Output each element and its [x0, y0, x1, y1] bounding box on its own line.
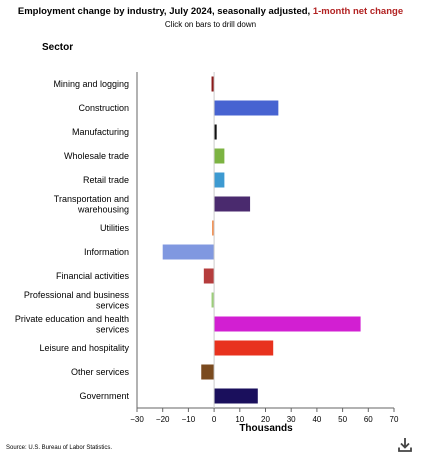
category-label-6: Utilities	[100, 223, 130, 233]
category-label-3: Wholesale trade	[64, 151, 129, 161]
x-tick-label-3: 0	[212, 415, 217, 424]
category-label-8: Financial activities	[56, 271, 130, 281]
category-label-line: Professional and business	[24, 290, 130, 300]
category-label-line: services	[96, 300, 130, 310]
bar-13[interactable]	[214, 388, 258, 404]
category-label-12: Other services	[71, 367, 130, 377]
x-axis: −30 −20 −10 0 10 20 30 40 50 60 70 Thousands	[130, 72, 399, 434]
sector-axis-label: Sector	[42, 42, 74, 53]
category-labels-layer: Mining and logging Construction Manufactur…	[15, 79, 130, 401]
category-label-9: Professional and business services	[24, 290, 130, 311]
category-label-line: Private education and health	[15, 314, 129, 324]
category-label-line: Retail trade	[83, 175, 129, 185]
category-label-line: Construction	[78, 103, 129, 113]
download-icon[interactable]	[396, 436, 414, 454]
x-tick-label-7: 40	[312, 415, 321, 424]
bar-5[interactable]	[214, 196, 251, 212]
category-label-10: Private education and health services	[15, 314, 130, 335]
x-tick-label-8: 50	[338, 415, 347, 424]
category-label-4: Retail trade	[83, 175, 129, 185]
bar-12[interactable]	[201, 364, 215, 380]
bar-0[interactable]	[211, 76, 215, 92]
x-axis-label: Thousands	[239, 423, 293, 434]
category-label-2: Manufacturing	[72, 127, 129, 137]
category-label-line: Financial activities	[56, 271, 130, 281]
category-label-13: Government	[79, 391, 129, 401]
chart-subtitle: Click on bars to drill down	[164, 20, 257, 29]
x-tick-label-4: 10	[235, 415, 244, 424]
x-tick-label-9: 60	[364, 415, 373, 424]
category-label-1: Construction	[78, 103, 129, 113]
category-label-line: warehousing	[77, 204, 129, 214]
category-label-7: Information	[84, 247, 129, 257]
bar-4[interactable]	[214, 172, 225, 188]
bar-7[interactable]	[162, 244, 215, 260]
x-tick-label-10: 70	[390, 415, 399, 424]
bar-10[interactable]	[214, 316, 361, 332]
category-label-line: Information	[84, 247, 129, 257]
x-tick-label-0: −30	[130, 415, 144, 424]
bar-6[interactable]	[212, 220, 215, 236]
category-label-line: Utilities	[100, 223, 130, 233]
chart-title: Employment change by industry, July 2024…	[0, 6, 421, 17]
bar-1[interactable]	[214, 100, 279, 116]
category-label-line: Leisure and hospitality	[39, 343, 129, 353]
category-label-5: Transportation and warehousing	[54, 194, 129, 215]
x-tick-label-6: 30	[287, 415, 296, 424]
chart-title-main: Employment change by industry, July 2024…	[17, 6, 313, 17]
category-label-line: Transportation and	[54, 194, 129, 204]
x-tick-label-1: −20	[156, 415, 170, 424]
category-label-line: Mining and logging	[53, 79, 129, 89]
category-label-line: Wholesale trade	[64, 151, 129, 161]
chart-title-highlight: 1-month net change	[312, 6, 404, 17]
x-tick-label-5: 20	[261, 415, 270, 424]
category-label-0: Mining and logging	[53, 79, 129, 89]
category-label-line: Government	[79, 391, 129, 401]
bar-chart: Mining and logging Construction Manufactur…	[15, 72, 399, 434]
source-note: Source: U.S. Bureau of Labor Statistics.	[6, 445, 113, 451]
bar-11[interactable]	[214, 340, 274, 356]
bar-8[interactable]	[203, 268, 215, 284]
category-label-line: services	[96, 324, 130, 334]
bars-layer	[162, 76, 361, 404]
bar-9[interactable]	[211, 292, 215, 308]
category-label-line: Other services	[71, 367, 130, 377]
category-label-11: Leisure and hospitality	[39, 343, 129, 353]
category-label-line: Manufacturing	[72, 127, 129, 137]
bar-2[interactable]	[214, 124, 217, 140]
bar-3[interactable]	[214, 148, 225, 164]
x-tick-label-2: −10	[182, 415, 196, 424]
